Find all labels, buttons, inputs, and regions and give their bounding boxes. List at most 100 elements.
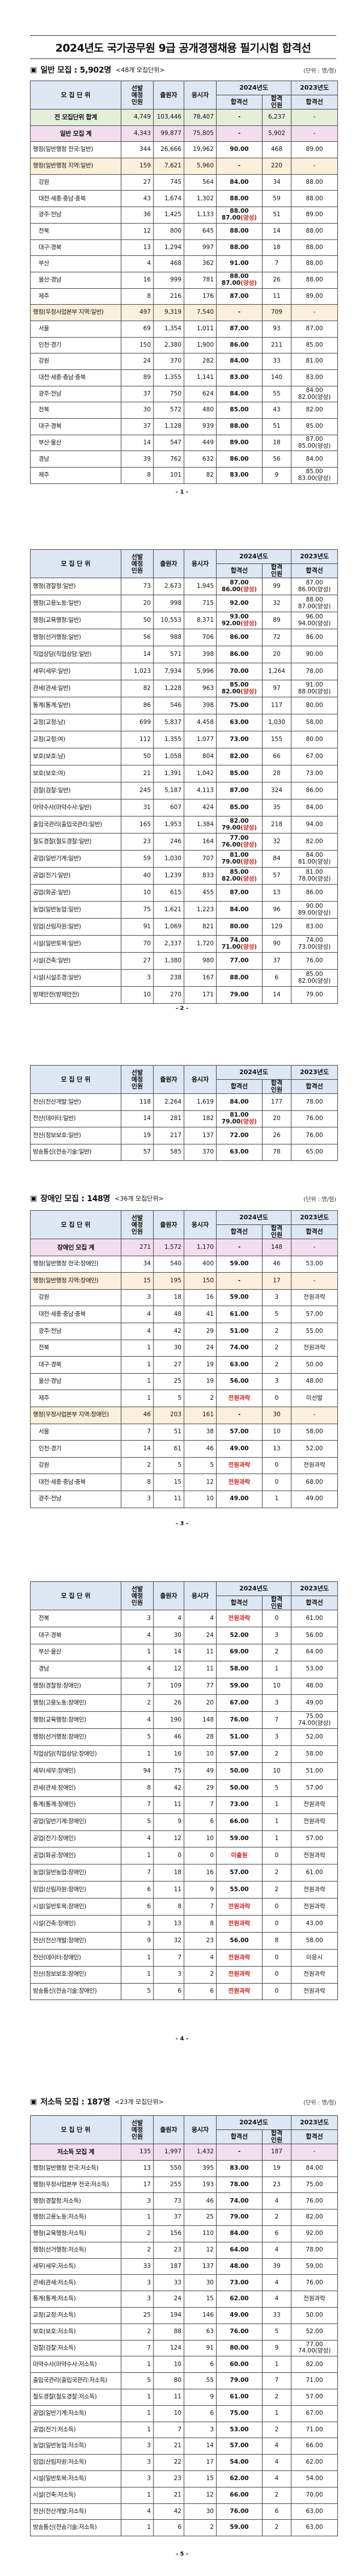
selected-count: 70 bbox=[121, 935, 154, 953]
table-row: 부산·울산 1 14 11 69.00 2 64.00 bbox=[30, 1643, 338, 1661]
selected-count: 4 bbox=[121, 1830, 154, 1848]
cutoff-2024: 전원과락 bbox=[216, 1915, 263, 1933]
unit-name: 교정(교정:여) bbox=[30, 731, 121, 748]
cutoff-2024: 81.00 79.00(양성) bbox=[216, 1110, 263, 1127]
passed-count: 0 bbox=[261, 1457, 292, 1475]
table-row: 공업(일반기계:장애인) 5 9 6 66.00 1 전원과락 bbox=[30, 1813, 338, 1831]
score-value: 87.00 bbox=[221, 214, 241, 221]
selected-count: 8 bbox=[121, 1779, 154, 1797]
col-header-prev: 합격선 bbox=[291, 563, 338, 578]
table-row: 대전·세종·충남·충북 89 1,355 1,141 83.00 140 83.00 bbox=[30, 369, 338, 386]
passed-count: 155 bbox=[261, 731, 292, 748]
col-header-y2024: 2024년도 bbox=[215, 1065, 292, 1080]
applicants-count: 203 bbox=[153, 1406, 184, 1424]
score-value: 87.00 bbox=[221, 279, 241, 287]
cutoff-2023: 58.00 bbox=[291, 1745, 338, 1763]
passed-count: 35 bbox=[261, 799, 292, 816]
table-row: 시설(건축:장애인) 3 13 8 전원과락 0 43.00 bbox=[30, 1915, 338, 1933]
score-line: 81.00 bbox=[230, 1112, 249, 1119]
unit-name: 대구·경북 bbox=[30, 1626, 121, 1644]
examinees-count: 1,900 bbox=[184, 336, 217, 354]
table-row: 강원 24 370 282 84.00 33 81.00 bbox=[30, 353, 338, 370]
applicants-count: 42 bbox=[153, 1322, 184, 1340]
examinees-count: 10 bbox=[184, 1830, 217, 1848]
score-value: 79.00 bbox=[221, 1118, 241, 1125]
passed-count: 10 bbox=[261, 1423, 292, 1441]
unit-name: 전산(정보보호:일반) bbox=[30, 1127, 121, 1144]
table-row: 전산(정보보호:장애인) 1 3 2 전원과락 0 전원과락 bbox=[30, 1965, 338, 1984]
cutoff-2024: 66.00 bbox=[216, 1813, 263, 1831]
col-header-unit: 모 집 단 위 bbox=[30, 549, 121, 578]
cutoff-2023: 미응시 bbox=[291, 1948, 338, 1967]
examinees-count: 28 bbox=[184, 1728, 217, 1746]
passed-count: 43 bbox=[261, 402, 292, 419]
result-table: 모 집 단 위 선발 예정 인원 출원자 응시자 2024년도 2023년도 합격선 합격 인… bbox=[30, 2115, 338, 2537]
selected-count: 73 bbox=[121, 578, 154, 595]
cutoff-2023: 54.00 bbox=[291, 2470, 338, 2487]
unit-name: 관세(관세:장애인) bbox=[30, 1779, 121, 1797]
table-row: 행정(선거행정:일반) 56 988 706 86.00 72 86.00 bbox=[30, 629, 338, 646]
cutoff-2023: 58.00 bbox=[291, 714, 338, 731]
applicants-count: 33 bbox=[153, 2274, 184, 2292]
selected-count: 2 bbox=[121, 1694, 154, 1712]
selected-count: 5 bbox=[121, 1813, 154, 1831]
cutoff-2024: 61.00 bbox=[216, 2388, 263, 2406]
passed-count: 6,237 bbox=[261, 109, 292, 126]
selected-count: 4 bbox=[121, 1711, 154, 1729]
cutoff-2024: 전원과락 bbox=[216, 1965, 263, 1984]
cutoff-2024: - bbox=[216, 304, 263, 321]
passed-count: 220 bbox=[261, 158, 292, 175]
score-line-yangsung: 73.00(양성) bbox=[294, 944, 335, 951]
examinees-count: 19 bbox=[184, 1356, 217, 1374]
selected-count: 271 bbox=[121, 1239, 154, 1256]
applicants-count: 546 bbox=[153, 697, 184, 714]
cutoff-2024: 92.00 bbox=[216, 595, 263, 612]
cutoff-2023: 79.00 bbox=[291, 986, 338, 1004]
selected-count: 5 bbox=[121, 2372, 154, 2389]
cutoff-2023: 전원과락 bbox=[291, 1881, 338, 1899]
col-header-y2024: 2024년도 bbox=[215, 549, 292, 564]
table-row: 관세(관세:장애인) 8 42 29 50.00 5 57.00 bbox=[30, 1779, 338, 1797]
unit-name: 시설(일반토목:저소득) bbox=[30, 2470, 121, 2487]
cutoff-2023: 88.00 bbox=[291, 174, 338, 191]
table-row: 제주 1 5 2 전원과락 0 미선발 bbox=[30, 1390, 338, 1407]
selected-count: 3 bbox=[121, 2470, 154, 2487]
col-header-y2024: 2024년도 bbox=[215, 81, 292, 95]
examinees-count: 1,077 bbox=[184, 731, 217, 748]
col-header-y2023: 2023년도 bbox=[291, 549, 338, 564]
title-bottom-rule bbox=[30, 58, 336, 59]
table-row: 광주·전남 37 750 624 84.00 55 84.00 82.00(양성) bbox=[30, 385, 338, 403]
page-number: - 2 - bbox=[175, 1005, 189, 1012]
cutoff-2023: 전원과락 bbox=[291, 1339, 338, 1357]
result-table: 모 집 단 위 선발 예정 인원 출원자 응시자 2024년도 2023년도 합격선 합격 인… bbox=[30, 81, 338, 484]
table-row: 행정(선거행정:장애인) 5 46 28 51.00 3 52.00 bbox=[30, 1728, 338, 1746]
examinees-count: 161 bbox=[184, 1406, 217, 1424]
cutoff-2024: 52.00 bbox=[216, 1626, 263, 1644]
unit-name: 통계(통계:저소득) bbox=[30, 2291, 121, 2308]
result-table: 모 집 단 위 선발 예정 인원 출원자 응시자 2024년도 2023년도 합격선 합격 인… bbox=[30, 1581, 338, 2001]
score-line: 84.00 bbox=[306, 852, 323, 858]
selected-count: 245 bbox=[121, 782, 154, 799]
header-row: 모 집 단 위 선발 예정 인원 출원자 응시자 2024년도 2023년도 bbox=[30, 2115, 338, 2144]
cutoff-2023: 80.00 bbox=[291, 697, 338, 714]
cutoff-2023: 63.00 bbox=[291, 2503, 338, 2520]
applicants-count: 1,058 bbox=[153, 748, 184, 765]
cutoff-2023: 58.00 bbox=[291, 1423, 338, 1441]
cutoff-2024: 85.00 bbox=[216, 765, 263, 782]
cutoff-2024: 74.00 bbox=[216, 2192, 263, 2210]
applicants-count: 571 bbox=[153, 646, 184, 663]
col-header-prev: 합격선 bbox=[291, 1224, 338, 1239]
selected-count: 1 bbox=[121, 1965, 154, 1984]
score-value: 86.00 bbox=[298, 586, 315, 593]
passed-count: 0 bbox=[261, 1610, 292, 1627]
table-row: 행정(교육행정:일반) 50 10,553 8,371 93.00 92.00(양성) 89… bbox=[30, 612, 338, 629]
table-row: 통계(통계:장애인) 7 11 7 73.00 1 전원과락 bbox=[30, 1796, 338, 1814]
cutoff-2024: 82.00 79.00(양성) bbox=[216, 816, 263, 834]
applicants-count: 42 bbox=[153, 2503, 184, 2520]
applicants-count: 12 bbox=[153, 1660, 184, 1678]
examinees-count: 6 bbox=[184, 2405, 217, 2422]
cutoff-2024: 88.00 bbox=[216, 222, 263, 240]
examinees-count: 46 bbox=[184, 2192, 217, 2210]
unit-name: 대전·세종·충남·충북 bbox=[30, 369, 121, 386]
unit-name: 마약수사(마약수사:저소득) bbox=[30, 2356, 121, 2373]
